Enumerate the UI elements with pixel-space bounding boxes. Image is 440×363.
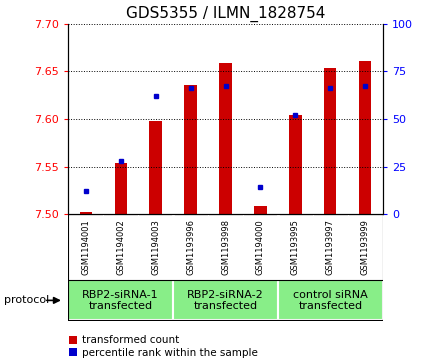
Bar [278,280,383,321]
Text: GSM1193999: GSM1193999 [361,219,370,275]
Bar [254,205,267,214]
Text: GSM1194003: GSM1194003 [151,219,160,275]
Bar [150,121,162,214]
Legend: transformed count, percentile rank within the sample: transformed count, percentile rank withi… [69,335,257,358]
Bar [289,115,301,214]
Bar [324,68,337,214]
Text: GSM1193995: GSM1193995 [291,219,300,275]
Text: GSM1194001: GSM1194001 [81,219,90,275]
Bar [68,280,173,321]
Bar [80,212,92,214]
Text: protocol: protocol [4,295,50,305]
Text: GSM1193997: GSM1193997 [326,219,335,275]
Text: GSM1194002: GSM1194002 [116,219,125,275]
Bar [184,85,197,214]
Title: GDS5355 / ILMN_1828754: GDS5355 / ILMN_1828754 [126,6,325,22]
Bar [220,63,231,214]
Text: GSM1193998: GSM1193998 [221,219,230,275]
Bar [173,280,278,321]
Text: RBP2-siRNA-2
transfected: RBP2-siRNA-2 transfected [187,290,264,311]
Text: GSM1193996: GSM1193996 [186,219,195,275]
Text: RBP2-siRNA-1
transfected: RBP2-siRNA-1 transfected [82,290,159,311]
Bar [359,61,371,214]
Text: control siRNA
transfected: control siRNA transfected [293,290,368,311]
Text: GSM1194000: GSM1194000 [256,219,265,275]
Bar [114,163,127,214]
